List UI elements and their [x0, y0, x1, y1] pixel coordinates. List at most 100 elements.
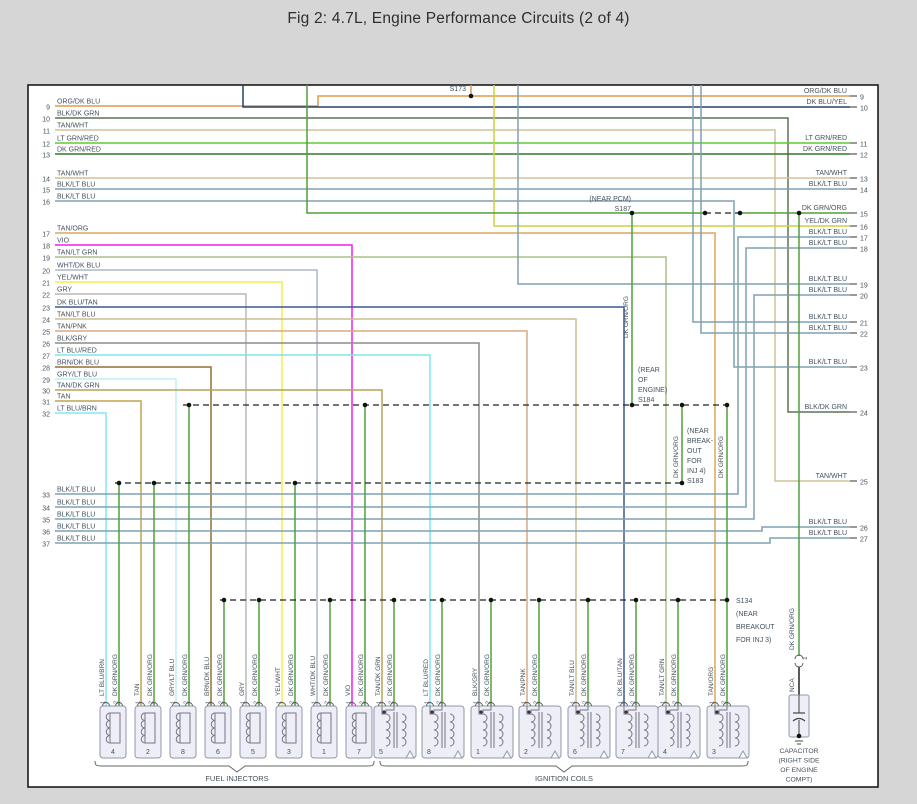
winding-arc	[669, 737, 675, 747]
wire-tan-lt-blu	[55, 318, 577, 706]
pin-number: 1	[136, 701, 142, 704]
wire-color-label: BLK/LT BLU	[809, 229, 847, 236]
wire-gry	[55, 293, 247, 706]
wire-blk-lt-blu	[55, 247, 850, 508]
pin-number: 25	[42, 330, 50, 337]
left-pin-35: 35 BLK/LT BLU	[42, 512, 95, 525]
junction-dot	[679, 402, 685, 408]
wire-color-label: BLK/LT BLU	[809, 287, 847, 294]
right-pin-10: 10 DK BLU/YEL	[807, 99, 868, 113]
fuel-injector-1: 1 2 WHT/DK BLU DK GRN/ORG 1	[310, 654, 338, 759]
connector-arc	[794, 662, 804, 668]
junction-dot	[702, 210, 708, 216]
wire-tan-wht	[55, 129, 850, 482]
junction-dot	[468, 93, 474, 99]
primary-lead	[623, 706, 628, 715]
junction-dot	[675, 597, 681, 603]
pin-number: 26	[860, 526, 868, 533]
wire-tan-dk-grn	[55, 389, 383, 706]
pin-number: 2	[184, 701, 190, 704]
wire-blk-lt-blu	[692, 85, 850, 323]
splice-text: INJ 4)	[687, 468, 706, 475]
junction-dot	[116, 480, 122, 486]
right-pin-13: 13 TAN/WHT	[816, 170, 868, 184]
wire-color-label: BLK/LT BLU	[809, 519, 847, 526]
fuel-injector-5: 1 2 GRY DK GRN/ORG 5	[239, 654, 267, 759]
ignition-coil-5: 1 2 TAN/DK GRN DK GRN/ORG 5	[373, 654, 417, 759]
right-pin-26: 26 BLK/LT BLU	[809, 519, 868, 533]
left-pin-37: 37 BLK/LT BLU	[42, 536, 95, 549]
junction-dot	[221, 597, 227, 603]
left-pin-36: 36 BLK/LT BLU	[42, 524, 95, 537]
connector-arc	[487, 702, 495, 707]
right-pin-16: 16 YEL/DK GRN	[805, 218, 868, 232]
junction-dot	[796, 733, 802, 739]
wire-color-label: BLK/LT BLU	[809, 359, 847, 366]
pin-number: 1	[312, 701, 318, 704]
pin-number: 12	[860, 153, 868, 160]
wire-color-label: BLK/LT BLU	[809, 276, 847, 283]
wires	[55, 85, 850, 706]
primary-lead	[478, 706, 483, 715]
ground-triangle	[689, 749, 699, 759]
wire-color-label: DK GRN/RED	[57, 147, 101, 154]
diagram-frame	[27, 84, 879, 788]
winding-arc	[595, 737, 601, 747]
wire-color-label: DK GRN/ORG	[671, 654, 678, 696]
splice-labels: S173 (NEAR PCM) S187 (REAR OF ENGINE) S184 (NEA…	[450, 86, 776, 644]
wire-color-label: BLK/LT BLU	[57, 194, 95, 201]
wire-color-label: TAN	[57, 394, 70, 401]
connector-arc	[326, 702, 334, 707]
injector-number: 3	[287, 749, 291, 756]
wire-color-label: DK GRN/ORG	[484, 654, 491, 696]
secondary-lead	[718, 706, 728, 714]
splice-text: OF	[638, 377, 648, 384]
primary-lead	[429, 706, 434, 715]
polarity-dot	[527, 710, 531, 714]
pin-number: 1	[171, 701, 177, 704]
wire-dk-blu-yel	[242, 85, 850, 108]
left-pin-18: 18 VIO	[42, 238, 69, 251]
injector-number: 1	[322, 749, 326, 756]
connector-arc	[378, 702, 386, 707]
pin-number: 2	[325, 701, 331, 704]
pin-number: 18	[860, 247, 868, 254]
ground-triangle	[647, 749, 657, 759]
connector-arc	[475, 702, 483, 707]
pin-number: 1	[347, 701, 353, 704]
ground-triangle	[550, 749, 560, 759]
primary-lead	[526, 706, 531, 715]
ignition-coil-6: 1 2 TAN/LT BLU DK GRN/ORG 6	[567, 654, 611, 759]
right-pin-17: 17 BLK/LT BLU	[809, 229, 868, 243]
wire-color-label: BLK/GRY	[57, 336, 88, 343]
winding-arc	[140, 735, 146, 744]
pin-number: 2	[437, 701, 443, 704]
wire-color-label: BLK/DK GRN	[57, 111, 99, 118]
ignition-coil-2: 1 2 TAN/PNK DK GRN/ORG 2	[518, 654, 562, 759]
left-pin-33: 33 BLK/LT BLU	[42, 487, 95, 500]
wire-color-label: TAN/DK GRN	[57, 383, 100, 390]
polarity-dot	[430, 710, 434, 714]
connector-arc	[632, 702, 640, 707]
fuel-injector-6: 1 2 BRN/DK BLU DK GRN/ORG 6	[204, 654, 232, 759]
pin-number: 1	[571, 701, 577, 704]
pin-number: 1	[377, 701, 383, 704]
right-pin-24: 24 BLK/DK GRN	[805, 404, 868, 418]
wire-color-label: TAN/DK GRN	[375, 656, 382, 696]
wire-color-label: BLK/LT BLU	[57, 536, 95, 543]
right-pin-9: 9 ORG/DK BLU	[804, 88, 864, 102]
wire-color-label: WHT/DK BLU	[57, 263, 100, 270]
pin-number: 36	[42, 530, 50, 537]
wire-color-label: DK GRN/ORG	[720, 654, 727, 696]
splice-text: FOR INJ 3)	[736, 637, 771, 644]
pin-number: 22	[860, 332, 868, 339]
winding-arc	[175, 735, 181, 744]
left-pin-24: 24 TAN/LT BLU	[42, 312, 95, 325]
left-pin-15: 15 BLK/LT BLU	[42, 182, 95, 195]
winding-arc	[385, 737, 391, 747]
junction-dot	[256, 597, 262, 603]
connector-arc	[535, 702, 543, 707]
ground-triangle	[405, 749, 415, 759]
pin-number: 1	[661, 701, 667, 704]
wire-color-label: TAN/LT BLU	[569, 660, 576, 696]
